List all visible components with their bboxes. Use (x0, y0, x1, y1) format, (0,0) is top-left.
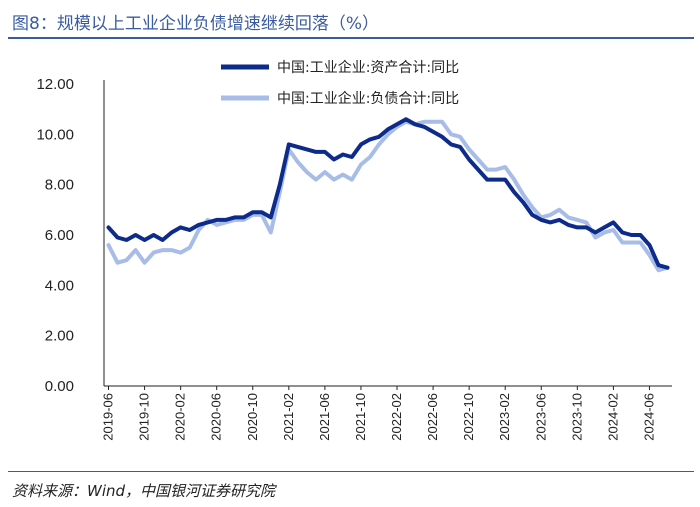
x-tick-label: 2022-06 (425, 393, 440, 441)
x-tick-label: 2024-06 (641, 393, 656, 441)
y-tick-label: 4.00 (45, 277, 74, 294)
y-axis-ticks: 0.00 2.00 4.00 6.00 8.00 10.00 12.00 (36, 76, 74, 395)
x-tick-label: 2019-06 (101, 393, 116, 441)
x-tick-label: 2023-02 (497, 393, 512, 441)
x-tick-label: 2022-10 (461, 393, 476, 441)
title-rule (8, 37, 694, 39)
series-line-assets (106, 117, 670, 270)
x-tick-label: 2022-02 (389, 393, 404, 441)
x-tick-label: 2023-06 (533, 393, 548, 441)
x-tick-label: 2024-02 (605, 393, 620, 441)
source-rule (8, 471, 694, 472)
x-tick-label: 2020-02 (173, 393, 188, 441)
x-tick-label: 2020-10 (245, 393, 260, 441)
x-tick-label: 2021-10 (353, 393, 368, 441)
legend-label: 中国:工业企业:负债合计:同比 (277, 90, 459, 107)
x-tick-label: 2023-10 (569, 393, 584, 441)
source-note: 资料来源：Wind，中国银河证券研究院 (12, 482, 276, 500)
chart-axes (103, 80, 672, 387)
figure-title: 图8：规模以上工业企业负债增速继续回落（%） (12, 14, 379, 34)
y-tick-label: 6.00 (45, 227, 74, 244)
y-tick-label: 2.00 (45, 328, 74, 345)
y-tick-label: 8.00 (45, 177, 74, 194)
x-tick-label: 2019-10 (137, 393, 152, 441)
series-lines (106, 117, 670, 273)
x-tick-label: 2021-06 (317, 393, 332, 441)
x-axis-ticks: 2019-06 2019-10 2020-02 2020-06 2020-10 2021-… (101, 386, 656, 441)
legend-label: 中国:工业企业:资产合计:同比 (277, 59, 459, 76)
x-tick-label: 2020-06 (209, 393, 224, 441)
y-tick-label: 0.00 (45, 378, 74, 395)
series-line-liabilities (106, 119, 670, 273)
y-tick-label: 10.00 (36, 126, 74, 143)
x-tick-label: 2021-02 (281, 393, 296, 441)
y-tick-label: 12.00 (36, 76, 74, 93)
